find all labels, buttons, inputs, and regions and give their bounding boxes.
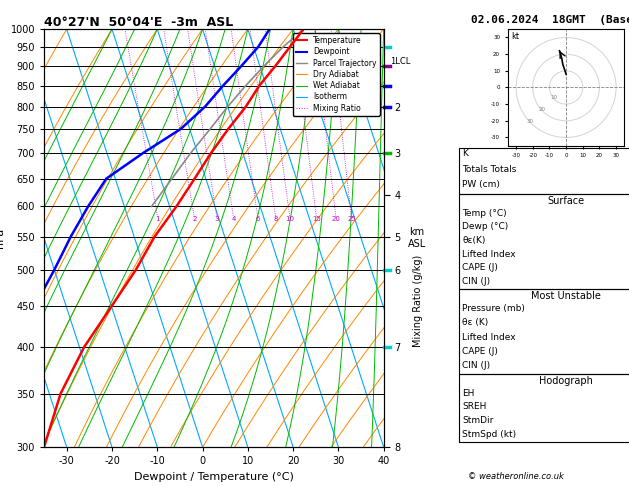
Text: 20: 20 bbox=[331, 216, 340, 222]
Text: 4: 4 bbox=[231, 216, 236, 222]
Text: CIN (J): CIN (J) bbox=[462, 277, 491, 286]
Text: θε(K): θε(K) bbox=[462, 236, 486, 245]
Text: 8: 8 bbox=[274, 216, 278, 222]
Text: Temp (°C): Temp (°C) bbox=[462, 209, 507, 218]
Text: © weatheronline.co.uk: © weatheronline.co.uk bbox=[468, 472, 564, 481]
Text: kt: kt bbox=[511, 33, 519, 41]
Text: 10: 10 bbox=[286, 216, 294, 222]
Text: EH: EH bbox=[462, 389, 475, 398]
Text: Lifted Index: Lifted Index bbox=[462, 332, 516, 342]
Text: Mixing Ratio (g/kg): Mixing Ratio (g/kg) bbox=[413, 255, 423, 347]
Text: 2: 2 bbox=[192, 216, 197, 222]
Text: 15: 15 bbox=[312, 216, 321, 222]
Text: θε (K): θε (K) bbox=[462, 318, 489, 328]
Text: CAPE (J): CAPE (J) bbox=[462, 263, 498, 272]
Text: CIN (J): CIN (J) bbox=[462, 361, 491, 370]
Text: StmDir: StmDir bbox=[462, 416, 494, 425]
Text: 10: 10 bbox=[550, 95, 557, 101]
Text: 20: 20 bbox=[538, 107, 545, 112]
Text: Hodograph: Hodograph bbox=[539, 376, 593, 386]
Text: Totals Totals: Totals Totals bbox=[462, 165, 516, 174]
Text: 1LCL: 1LCL bbox=[391, 57, 411, 67]
Text: StmSpd (kt): StmSpd (kt) bbox=[462, 430, 516, 439]
Text: 02.06.2024  18GMT  (Base: 18): 02.06.2024 18GMT (Base: 18) bbox=[471, 15, 629, 25]
Text: 40°27'N  50°04'E  -3m  ASL: 40°27'N 50°04'E -3m ASL bbox=[44, 16, 233, 29]
Y-axis label: km
ASL: km ASL bbox=[408, 227, 426, 249]
Text: SREH: SREH bbox=[462, 402, 487, 412]
X-axis label: Dewpoint / Temperature (°C): Dewpoint / Temperature (°C) bbox=[134, 472, 294, 482]
Text: 1: 1 bbox=[155, 216, 160, 222]
Legend: Temperature, Dewpoint, Parcel Trajectory, Dry Adiabat, Wet Adiabat, Isotherm, Mi: Temperature, Dewpoint, Parcel Trajectory… bbox=[292, 33, 380, 116]
Text: CAPE (J): CAPE (J) bbox=[462, 347, 498, 356]
Text: Surface: Surface bbox=[547, 196, 585, 207]
Text: 3: 3 bbox=[214, 216, 220, 222]
Text: Dewp (°C): Dewp (°C) bbox=[462, 223, 509, 231]
Y-axis label: hPa: hPa bbox=[0, 228, 5, 248]
Text: 25: 25 bbox=[347, 216, 356, 222]
Text: 30: 30 bbox=[526, 120, 533, 124]
Text: PW (cm): PW (cm) bbox=[462, 180, 500, 189]
Text: Lifted Index: Lifted Index bbox=[462, 249, 516, 259]
Text: 6: 6 bbox=[255, 216, 260, 222]
Text: Most Unstable: Most Unstable bbox=[531, 291, 601, 301]
Text: K: K bbox=[462, 149, 468, 158]
Text: Pressure (mb): Pressure (mb) bbox=[462, 304, 525, 313]
